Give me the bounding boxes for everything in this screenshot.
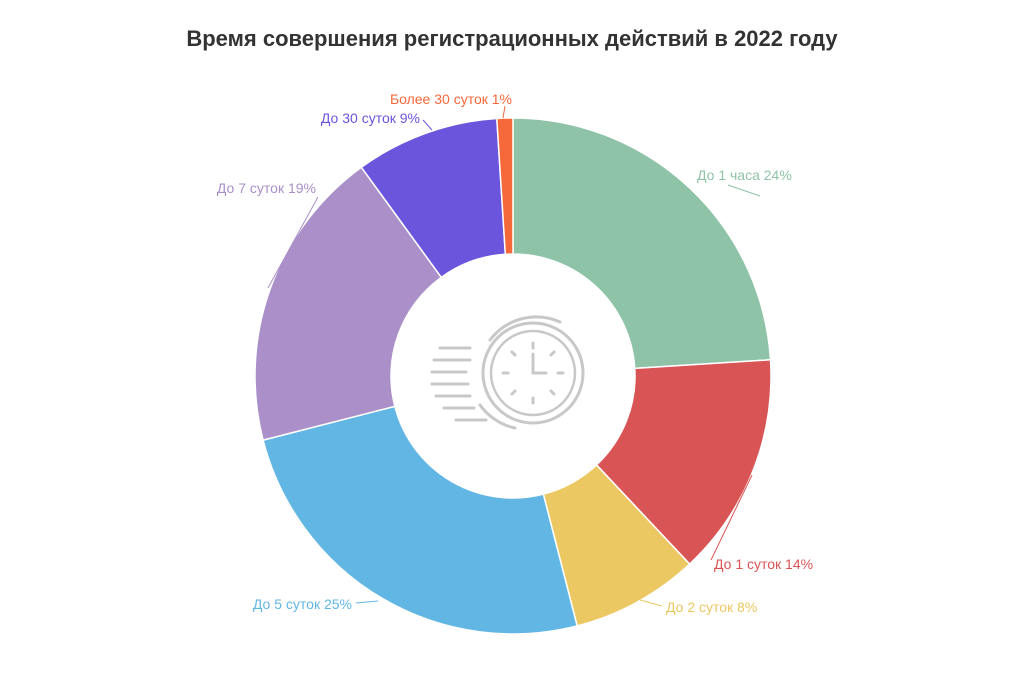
leader-line-5 [267, 196, 319, 289]
clock-speed-icon [430, 315, 585, 430]
leader-line-3 [639, 599, 663, 607]
slice-label-6: До 30 суток 9% [321, 110, 420, 126]
leader-line-6 [422, 119, 433, 131]
leader-line-1 [727, 184, 761, 197]
slice-label-4: До 5 суток 25% [253, 596, 352, 612]
slice-label-7: Более 30 суток 1% [390, 91, 512, 107]
slice-group [254, 117, 772, 635]
leader-line-2 [710, 474, 753, 561]
slice-label-1: До 1 часа 24% [697, 167, 792, 183]
leader-line-4 [355, 600, 379, 604]
slice-label-2: До 1 суток 14% [714, 556, 813, 572]
leader-group [267, 105, 761, 607]
label-group: До 1 часа 24% До 1 суток 14% До 2 суток 8%… [217, 91, 813, 615]
donut-hole [391, 254, 635, 498]
slice-label-3: До 2 суток 8% [666, 599, 757, 615]
leader-line-7 [502, 105, 506, 119]
slice-label-5: До 7 суток 19% [217, 180, 316, 196]
chart-title: Время совершения регистрационных действи… [186, 26, 838, 51]
